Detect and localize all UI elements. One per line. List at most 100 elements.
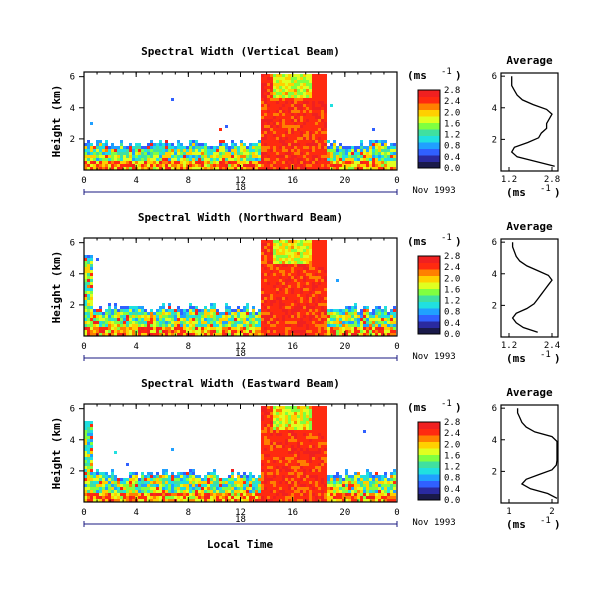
heatmap-cell bbox=[288, 469, 291, 472]
heatmap-cell bbox=[282, 74, 285, 77]
heatmap-cell bbox=[222, 493, 225, 496]
heatmap-cell bbox=[144, 490, 147, 493]
heatmap-cell bbox=[372, 475, 375, 478]
heatmap-cell bbox=[294, 291, 297, 294]
heatmap-cell bbox=[288, 270, 291, 273]
heatmap-cell bbox=[84, 460, 87, 463]
heatmap-cell bbox=[123, 324, 126, 327]
heatmap-cell bbox=[357, 324, 360, 327]
heatmap-cell bbox=[300, 240, 303, 243]
heatmap-cell bbox=[354, 318, 357, 321]
heatmap-cell bbox=[336, 312, 339, 315]
heatmap-cell bbox=[288, 110, 291, 113]
heatmap-cell bbox=[135, 155, 138, 158]
heatmap-cell bbox=[132, 496, 135, 499]
heatmap-cell bbox=[90, 143, 93, 146]
heatmap-cell bbox=[321, 333, 324, 336]
heatmap-cell bbox=[138, 321, 141, 324]
heatmap-cell bbox=[285, 490, 288, 493]
heatmap-cell bbox=[216, 321, 219, 324]
heatmap-cell bbox=[234, 324, 237, 327]
heatmap-cell bbox=[318, 424, 321, 427]
heatmap-cell bbox=[294, 89, 297, 92]
heatmap-cell bbox=[303, 457, 306, 460]
heatmap-cell bbox=[261, 95, 264, 98]
heatmap-cell bbox=[273, 140, 276, 143]
heatmap-cell bbox=[186, 472, 189, 475]
day-label: 18 bbox=[235, 515, 246, 525]
heatmap-cell bbox=[264, 496, 267, 499]
heatmap-cell bbox=[339, 167, 342, 170]
heatmap-cell bbox=[261, 243, 264, 246]
heatmap-cell bbox=[90, 297, 93, 300]
heatmap-cell bbox=[84, 273, 87, 276]
heatmap-cell bbox=[315, 249, 318, 252]
heatmap-cell bbox=[105, 152, 108, 155]
heatmap-cell bbox=[261, 155, 264, 158]
heatmap-cell bbox=[312, 282, 315, 285]
heatmap-cell bbox=[207, 318, 210, 321]
heatmap-cell bbox=[312, 475, 315, 478]
heatmap-cell bbox=[297, 143, 300, 146]
heatmap-cell bbox=[279, 490, 282, 493]
heatmap-cell bbox=[117, 481, 120, 484]
heatmap-cell bbox=[306, 472, 309, 475]
heatmap-cell bbox=[114, 155, 117, 158]
heatmap-cell bbox=[321, 264, 324, 267]
heatmap-cell bbox=[300, 406, 303, 409]
heatmap-cell bbox=[315, 306, 318, 309]
heatmap-cell bbox=[312, 131, 315, 134]
heatmap-cell bbox=[228, 167, 231, 170]
heatmap-cell bbox=[108, 493, 111, 496]
x-tick-label: 12 bbox=[235, 342, 246, 352]
heatmap-cell bbox=[222, 161, 225, 164]
heatmap-cell bbox=[273, 460, 276, 463]
heatmap-cell bbox=[306, 418, 309, 421]
heatmap-cell bbox=[237, 490, 240, 493]
heatmap-cell bbox=[210, 321, 213, 324]
heatmap-cell bbox=[321, 318, 324, 321]
heatmap-cell bbox=[318, 146, 321, 149]
heatmap-cell bbox=[135, 315, 138, 318]
heatmap-cell bbox=[363, 312, 366, 315]
heatmap-cell bbox=[312, 418, 315, 421]
heatmap-cell bbox=[270, 134, 273, 137]
heatmap-cell bbox=[318, 255, 321, 258]
heatmap-cell bbox=[294, 445, 297, 448]
heatmap-cell bbox=[294, 324, 297, 327]
heatmap-cell bbox=[315, 140, 318, 143]
heatmap-cell bbox=[87, 427, 90, 430]
heatmap-cell bbox=[219, 499, 222, 502]
heatmap-cell bbox=[273, 294, 276, 297]
heatmap-cell bbox=[336, 149, 339, 152]
heatmap-cell bbox=[87, 303, 90, 306]
heatmap-cell bbox=[294, 288, 297, 291]
heatmap-cell bbox=[282, 457, 285, 460]
heatmap-cell bbox=[159, 161, 162, 164]
heatmap-cell bbox=[108, 309, 111, 312]
heatmap-cell bbox=[297, 137, 300, 140]
heatmap-cell bbox=[108, 167, 111, 170]
heatmap-cell bbox=[102, 161, 105, 164]
heatmap-cell bbox=[195, 306, 198, 309]
heatmap-cell bbox=[357, 481, 360, 484]
heatmap-cell bbox=[300, 445, 303, 448]
heatmap-cell bbox=[303, 409, 306, 412]
heatmap-cell bbox=[342, 324, 345, 327]
heatmap-cell bbox=[237, 315, 240, 318]
heatmap-cell bbox=[339, 475, 342, 478]
heatmap-cell bbox=[366, 152, 369, 155]
heatmap-cell bbox=[267, 330, 270, 333]
heatmap-cell bbox=[315, 490, 318, 493]
heatmap-cell bbox=[276, 421, 279, 424]
heatmap-cell bbox=[393, 306, 396, 309]
heatmap-cell bbox=[300, 412, 303, 415]
heatmap-cell bbox=[195, 330, 198, 333]
heatmap-cell bbox=[237, 481, 240, 484]
heatmap-cell bbox=[315, 113, 318, 116]
heatmap-cell bbox=[132, 158, 135, 161]
heatmap-cell bbox=[87, 442, 90, 445]
heatmap-cell bbox=[219, 481, 222, 484]
heatmap-cell bbox=[363, 167, 366, 170]
heatmap-cell bbox=[105, 315, 108, 318]
